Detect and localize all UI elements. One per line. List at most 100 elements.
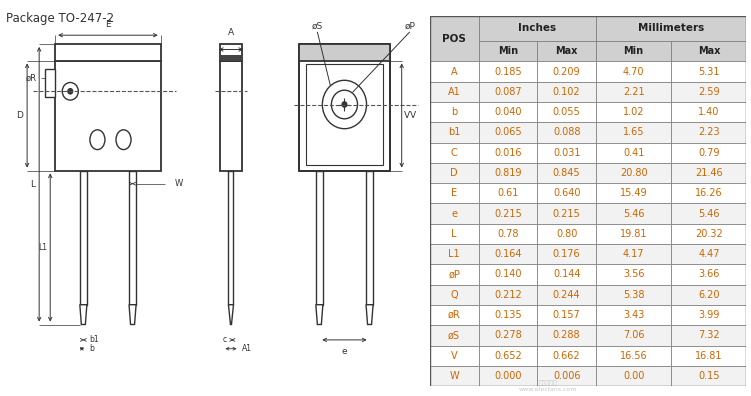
Text: b1: b1 <box>89 335 98 345</box>
Text: 0.209: 0.209 <box>553 67 581 76</box>
Bar <box>430 285 478 305</box>
Bar <box>596 305 671 325</box>
Text: 20.80: 20.80 <box>620 168 647 178</box>
Bar <box>671 224 746 244</box>
Text: 0.845: 0.845 <box>553 168 581 178</box>
Bar <box>430 102 478 122</box>
Bar <box>56 61 161 171</box>
Text: øP: øP <box>448 270 460 280</box>
Bar <box>430 244 478 265</box>
Text: 3.66: 3.66 <box>698 270 719 280</box>
Text: b1: b1 <box>448 128 460 137</box>
Text: øR: øR <box>448 310 460 320</box>
Text: e: e <box>342 346 347 356</box>
Text: 5.31: 5.31 <box>698 67 719 76</box>
Bar <box>430 183 478 204</box>
Bar <box>430 82 478 102</box>
Bar <box>306 64 382 165</box>
Bar <box>537 366 596 386</box>
Bar <box>478 82 537 102</box>
Bar <box>430 224 478 244</box>
Bar <box>220 55 242 61</box>
Bar <box>45 69 56 97</box>
Bar <box>596 244 671 265</box>
Bar <box>478 163 537 183</box>
Bar <box>220 61 242 171</box>
Text: 5.38: 5.38 <box>623 290 644 300</box>
Ellipse shape <box>116 130 131 150</box>
Bar <box>596 122 671 143</box>
Text: 1.02: 1.02 <box>623 107 644 117</box>
Text: 0.006: 0.006 <box>553 371 581 381</box>
Text: 0.088: 0.088 <box>553 128 581 137</box>
Bar <box>596 265 671 285</box>
Text: 1.65: 1.65 <box>623 128 644 137</box>
Text: E: E <box>451 188 457 198</box>
Bar <box>537 163 596 183</box>
Bar <box>478 41 537 61</box>
Polygon shape <box>80 305 87 324</box>
Bar <box>537 41 596 61</box>
Text: 4.47: 4.47 <box>698 249 719 259</box>
Bar <box>671 41 746 61</box>
Text: 0.215: 0.215 <box>494 209 522 219</box>
Bar <box>671 204 746 224</box>
Bar <box>537 224 596 244</box>
Bar <box>478 325 537 346</box>
Text: Max: Max <box>556 46 578 56</box>
Bar <box>537 325 596 346</box>
Text: W: W <box>449 371 459 381</box>
Text: 2.21: 2.21 <box>623 87 644 97</box>
Bar <box>430 366 478 386</box>
Bar <box>596 102 671 122</box>
Text: L1: L1 <box>38 243 47 252</box>
Bar <box>671 265 746 285</box>
Text: 7.32: 7.32 <box>698 330 719 341</box>
Text: 0.144: 0.144 <box>553 270 581 280</box>
Bar <box>430 163 478 183</box>
Text: øR: øR <box>26 74 37 83</box>
Text: 19.81: 19.81 <box>620 229 647 239</box>
Text: 0.040: 0.040 <box>494 107 522 117</box>
Text: e: e <box>451 209 457 219</box>
Text: 3.99: 3.99 <box>698 310 719 320</box>
Bar <box>671 61 746 82</box>
Bar <box>537 305 596 325</box>
Text: 电子发烧友
www.elecfans.com: 电子发烧友 www.elecfans.com <box>519 381 578 392</box>
Text: L1: L1 <box>448 249 460 259</box>
Text: 16.56: 16.56 <box>620 350 647 361</box>
Text: Min: Min <box>623 46 644 56</box>
Bar <box>671 143 746 163</box>
Bar <box>430 16 478 61</box>
Text: A1: A1 <box>242 344 252 353</box>
Text: D: D <box>17 111 23 120</box>
Polygon shape <box>366 305 373 324</box>
Bar <box>478 265 537 285</box>
Bar <box>671 163 746 183</box>
Bar <box>537 285 596 305</box>
Text: A1: A1 <box>448 87 460 97</box>
Text: b: b <box>451 107 457 117</box>
Bar <box>671 366 746 386</box>
Bar <box>596 61 671 82</box>
Polygon shape <box>228 305 234 324</box>
Text: 0.15: 0.15 <box>698 371 719 381</box>
Bar <box>537 122 596 143</box>
Text: 0.00: 0.00 <box>623 371 644 381</box>
Text: D: D <box>451 168 458 178</box>
Bar <box>537 82 596 102</box>
Bar <box>478 244 537 265</box>
Bar <box>430 325 478 346</box>
Text: 0.41: 0.41 <box>623 148 644 158</box>
Bar <box>537 143 596 163</box>
Text: 0.055: 0.055 <box>553 107 581 117</box>
Bar <box>478 183 537 204</box>
Text: 0.000: 0.000 <box>494 371 522 381</box>
Text: øS: øS <box>312 22 323 31</box>
Bar <box>430 204 478 224</box>
Text: L: L <box>451 229 457 239</box>
Bar <box>478 204 537 224</box>
Bar <box>671 244 746 265</box>
Bar <box>671 346 746 366</box>
Bar <box>228 171 234 305</box>
